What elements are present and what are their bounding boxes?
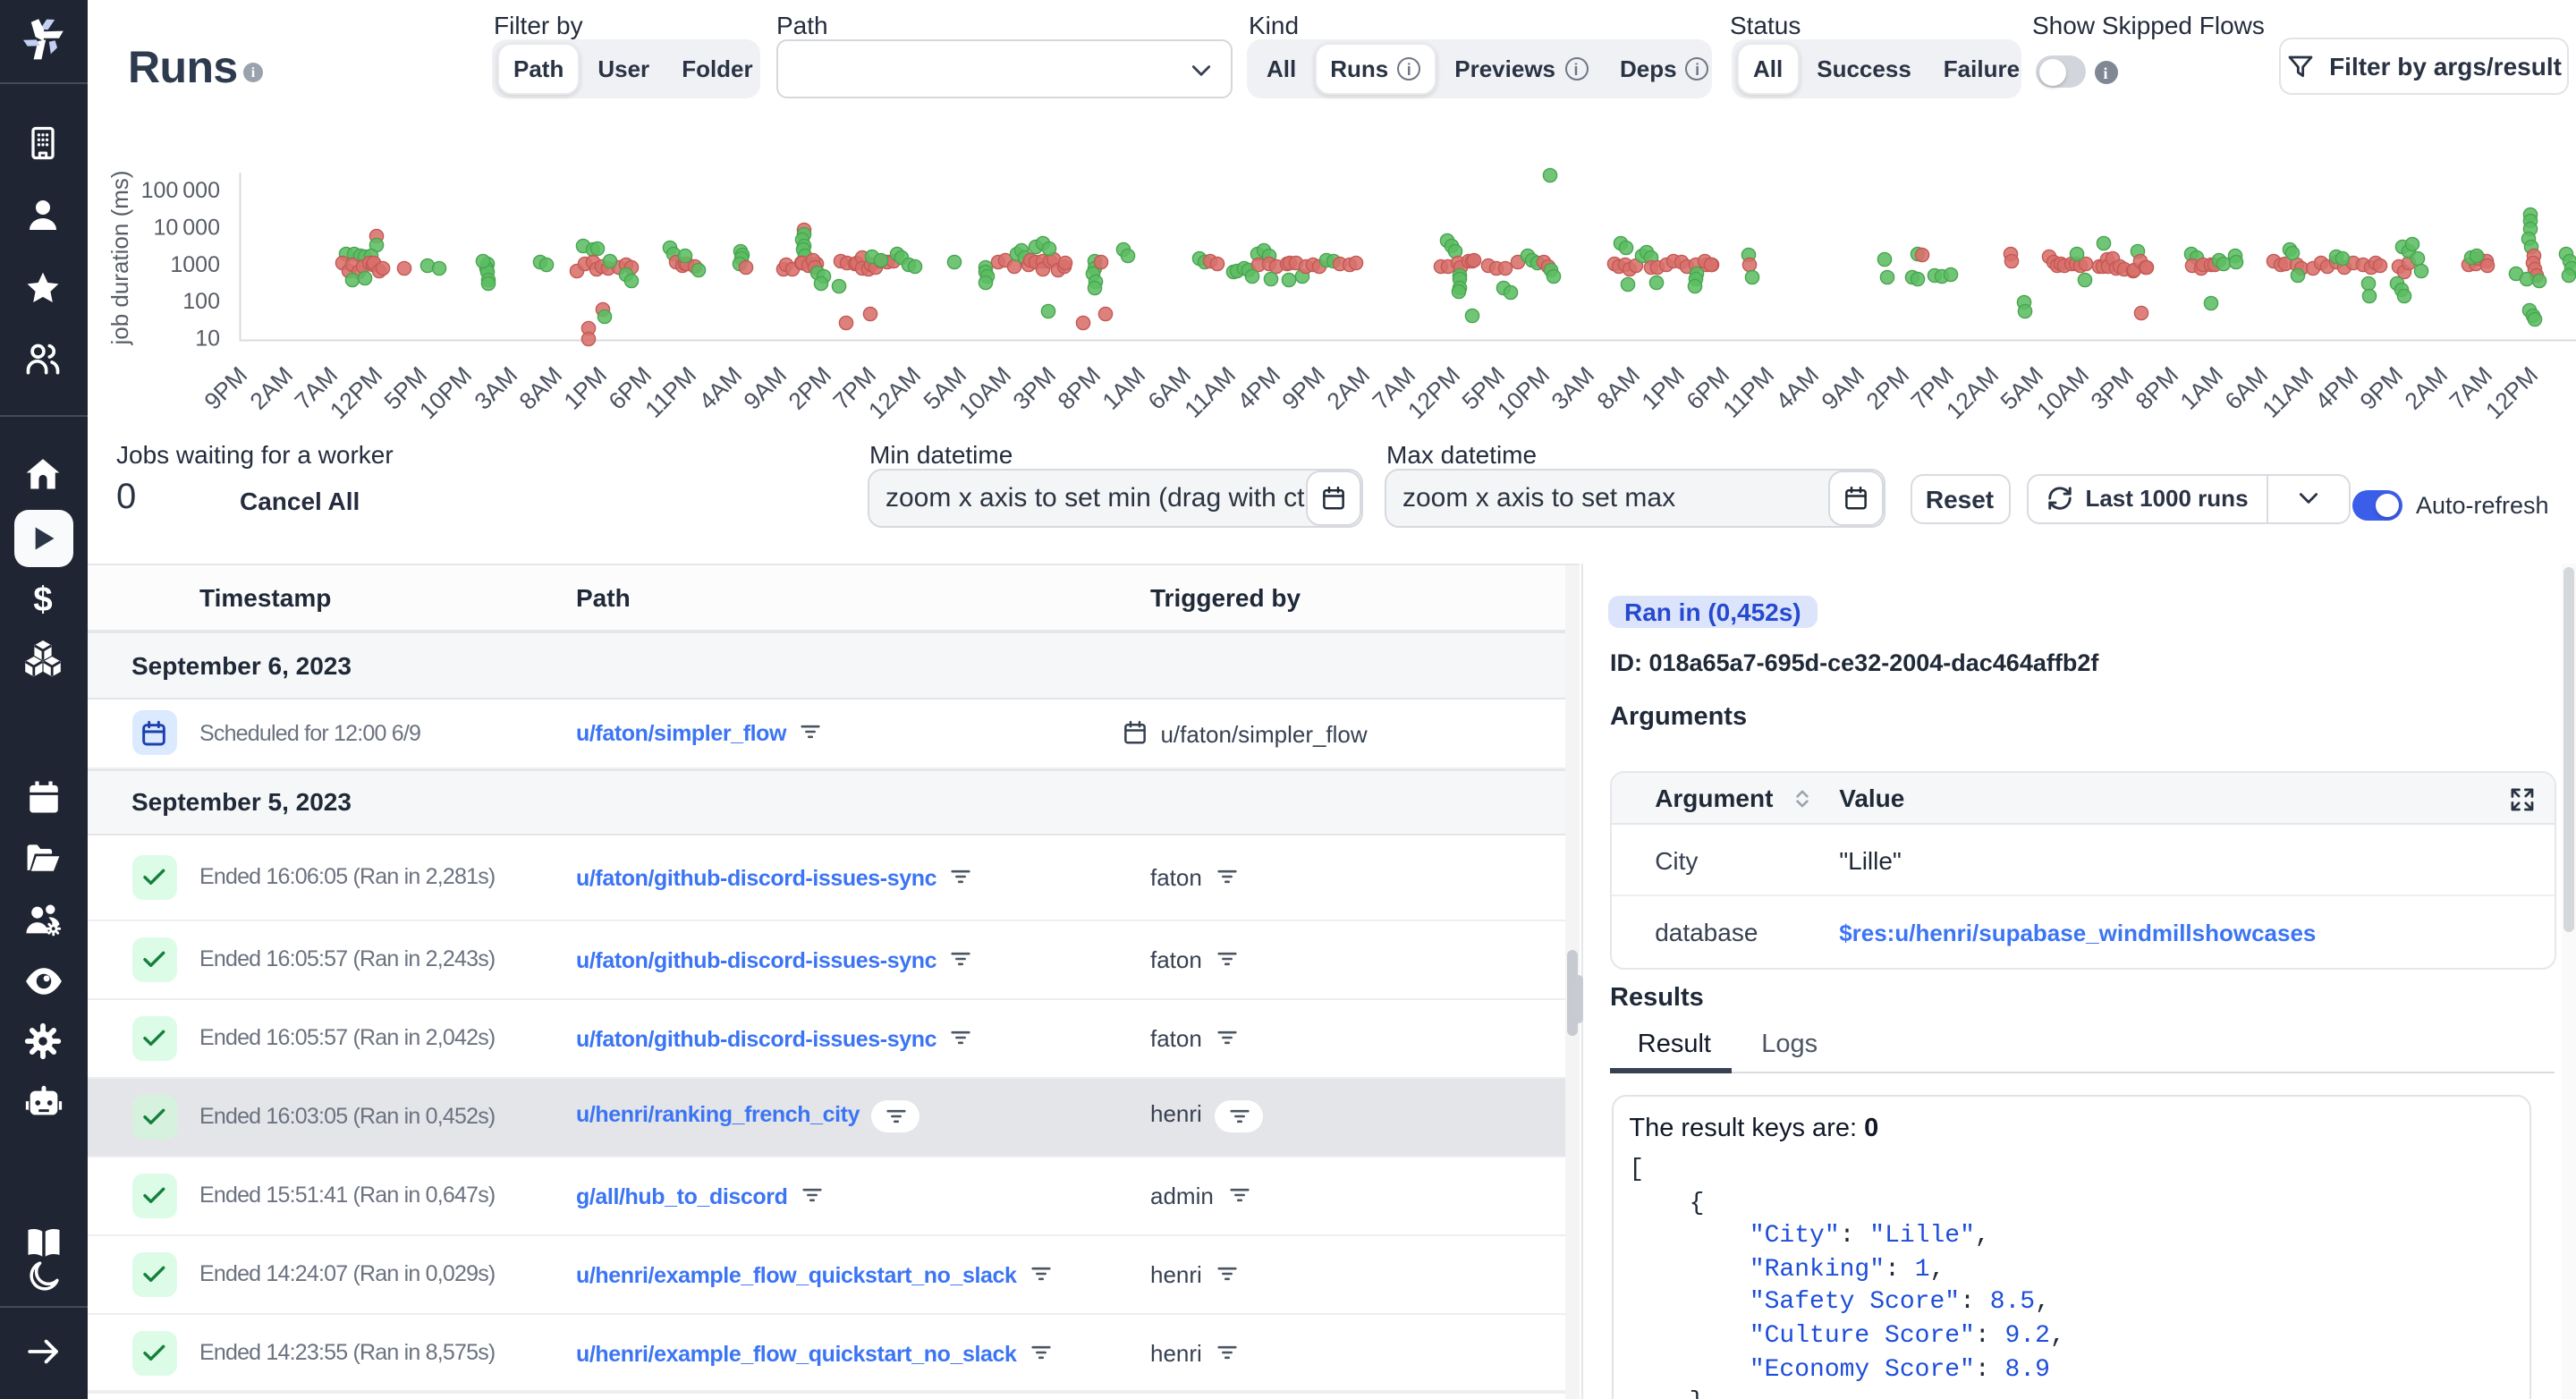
svg-text:4AM: 4AM [1770,361,1824,415]
svg-text:10AM: 10AM [2031,361,2094,420]
svg-text:3PM: 3PM [2085,361,2139,415]
svg-text:12PM: 12PM [1402,361,1465,420]
svg-text:2PM: 2PM [783,361,836,415]
svg-text:100 000: 100 000 [141,178,220,203]
svg-text:1AM: 1AM [1097,361,1150,415]
svg-text:10 000: 10 000 [153,215,220,240]
svg-text:2PM: 2PM [1860,361,1914,415]
svg-text:4PM: 4PM [1232,361,1285,415]
svg-text:100: 100 [182,289,220,314]
svg-text:1PM: 1PM [558,361,612,415]
svg-text:4AM: 4AM [693,361,747,415]
svg-text:9PM: 9PM [199,361,252,415]
svg-text:11AM: 11AM [2257,361,2318,420]
svg-text:11PM: 11PM [1717,361,1779,420]
svg-text:2AM: 2AM [244,361,298,415]
svg-text:8AM: 8AM [513,361,567,415]
svg-text:8AM: 8AM [1591,361,1645,415]
svg-text:10: 10 [195,326,220,352]
svg-text:1000: 1000 [170,252,220,277]
svg-text:12AM: 12AM [863,361,926,420]
svg-text:12PM: 12PM [325,361,387,420]
svg-text:8PM: 8PM [1052,361,1106,415]
svg-text:4PM: 4PM [2309,361,2363,415]
svg-text:3AM: 3AM [469,361,522,415]
svg-text:9PM: 9PM [1276,361,1330,415]
svg-text:11AM: 11AM [1179,361,1241,420]
svg-text:12AM: 12AM [1941,361,2004,420]
svg-text:job duration (ms): job duration (ms) [106,170,133,345]
svg-text:8PM: 8PM [2130,361,2183,415]
svg-text:$: $ [34,581,53,619]
svg-text:1PM: 1PM [1636,361,1690,415]
svg-text:2AM: 2AM [1321,361,1375,415]
svg-text:2AM: 2AM [2399,361,2453,415]
svg-text:10AM: 10AM [953,361,1016,420]
svg-text:10PM: 10PM [414,361,477,420]
svg-text:1AM: 1AM [2174,361,2228,415]
svg-text:9AM: 9AM [1816,361,1869,415]
svg-text:12PM: 12PM [2480,361,2543,420]
svg-text:9PM: 9PM [2354,361,2408,415]
svg-text:3PM: 3PM [1007,361,1061,415]
svg-text:11PM: 11PM [640,361,701,420]
svg-text:10PM: 10PM [1492,361,1555,420]
svg-text:9AM: 9AM [738,361,792,415]
svg-text:3AM: 3AM [1546,361,1599,415]
